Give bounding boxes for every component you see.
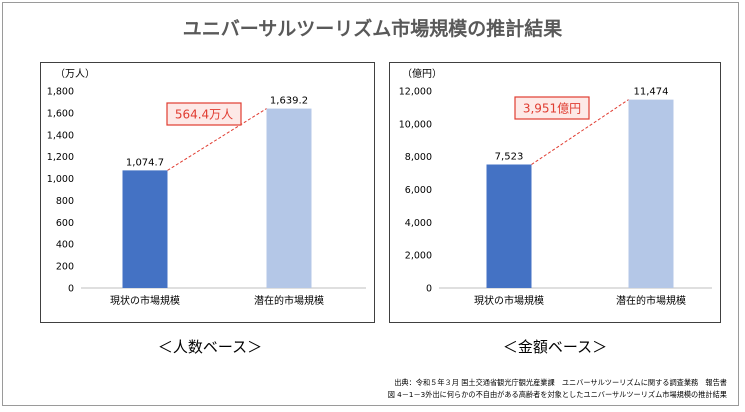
difference-callout-box <box>166 102 242 126</box>
y-tick-label: 400 <box>56 240 74 251</box>
x-category-label: 潜在的市場規模 <box>616 294 686 307</box>
y-tick-label: 200 <box>56 262 74 273</box>
y-tick-label: 2,000 <box>405 251 432 262</box>
bar-value-label: 1,639.2 <box>270 96 308 107</box>
y-tick-label: 1,400 <box>47 130 74 141</box>
y-tick-label: 1,200 <box>47 152 74 163</box>
chart-panel-people: （万人） 0 200 400 600 800 1,000 1,200 1,400 1,600 1,8… <box>40 62 375 323</box>
difference-connector-line <box>531 99 629 165</box>
y-tick-label: 4,000 <box>405 218 432 229</box>
y-tick-label: 0 <box>68 284 74 295</box>
y-axis-unit-label: （億円） <box>402 67 442 80</box>
x-category-label: 現状の市場規模 <box>474 294 544 307</box>
x-category-label: 現状の市場規模 <box>110 294 180 307</box>
source-figure-caption: 図 4－1－3外出に何らかの不自由がある高齢者を対象としたユニバーサルツーリズム… <box>387 390 727 399</box>
chart-amount-svg: （億円） 0 2,000 4,000 6,000 8,000 10,000 12,000 7,5… <box>399 67 712 307</box>
bar-current-market <box>486 164 532 288</box>
caption-people-basis: ＜人数ベース＞ <box>157 338 263 356</box>
bar-value-label: 11,474 <box>634 87 669 98</box>
y-tick-label: 6,000 <box>405 185 432 196</box>
y-tick-label: 600 <box>56 218 74 229</box>
bar-current-market <box>122 170 168 288</box>
page-title: ユニバーサルツーリズム市場規模の推計結果 <box>182 18 563 40</box>
x-category-label: 潜在的市場規模 <box>254 294 324 307</box>
y-tick-label: 1,000 <box>47 174 74 185</box>
difference-connector-line <box>167 108 267 171</box>
chart-people-svg: （万人） 0 200 400 600 800 1,000 1,200 1,400 1,600 1,8… <box>47 68 366 307</box>
y-tick-label: 12,000 <box>399 87 432 98</box>
bar-potential-market <box>628 99 674 288</box>
y-tick-label: 1,800 <box>47 87 74 98</box>
difference-callout-label: 564.4万人 <box>175 108 233 122</box>
y-axis-unit-label: （万人） <box>55 68 95 80</box>
y-tick-label: 10,000 <box>399 119 432 130</box>
y-tick-label: 0 <box>426 284 432 295</box>
bar-value-label: 1,074.7 <box>126 157 164 168</box>
difference-callout-box <box>514 96 590 120</box>
difference-callout-label: 3,951億円 <box>523 102 581 116</box>
y-tick-label: 8,000 <box>405 152 432 163</box>
y-tick-label: 1,600 <box>47 108 74 119</box>
chart-panel-amount: （億円） 0 2,000 4,000 6,000 8,000 10,000 12,000 7,5… <box>389 62 721 323</box>
source-citation: 出典：令和５年３月 国土交通省観光庁観光産業課 ユニバーサルツーリズムに関する調… <box>394 378 727 387</box>
y-tick-label: 800 <box>56 196 74 207</box>
bar-value-label: 7,523 <box>495 151 524 162</box>
caption-amount-basis: ＜金額ベース＞ <box>502 338 608 356</box>
bar-potential-market <box>266 108 312 288</box>
